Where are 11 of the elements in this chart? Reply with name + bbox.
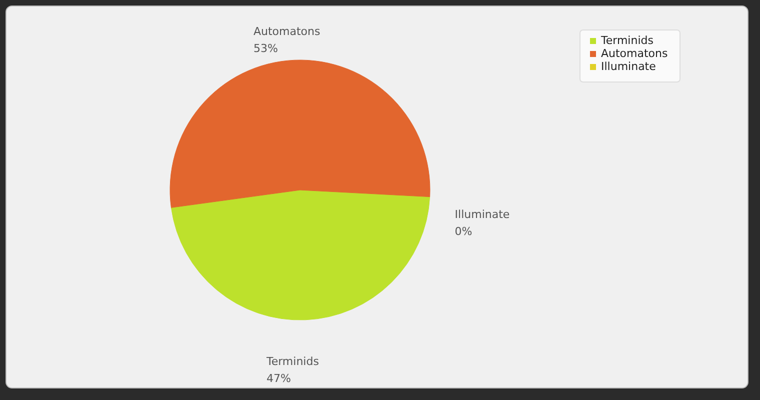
legend-label: Automatons	[601, 47, 668, 60]
category-label: Illuminate	[454, 208, 510, 222]
legend-label: Terminids	[600, 34, 654, 47]
text: 0%	[454, 225, 472, 238]
legend-label: Illuminate	[601, 60, 656, 73]
data-label: 47%	[266, 372, 291, 385]
pie-slice	[170, 60, 430, 208]
pie-slice	[170, 190, 430, 320]
data-label: 53%	[254, 42, 278, 56]
slice-label: Automatons	[254, 25, 321, 38]
slice-label: Terminids	[265, 354, 320, 368]
